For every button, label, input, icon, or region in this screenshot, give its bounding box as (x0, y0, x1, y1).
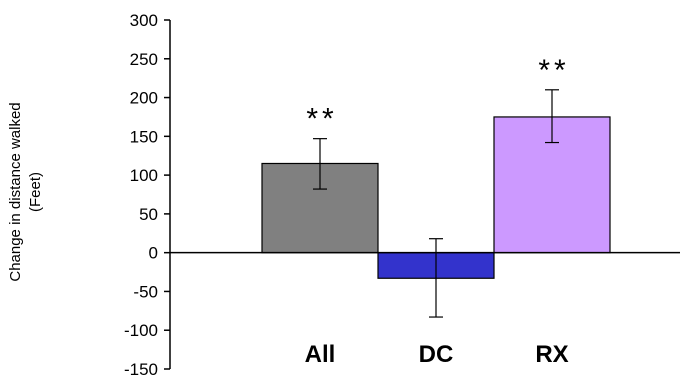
category-label-rx: RX (535, 341, 568, 368)
y-tick-label: 100 (130, 166, 158, 185)
y-tick-label: 0 (149, 244, 158, 263)
y-axis-label: Change in distance walked (Feet) (7, 102, 44, 281)
significance-markers: ** ** (306, 54, 569, 136)
significance-marker-rx: ** (538, 54, 569, 87)
category-label-dc: DC (419, 341, 454, 368)
y-tick-label: -100 (124, 321, 158, 340)
y-tick-label: 200 (130, 89, 158, 108)
y-tick-label: 300 (130, 11, 158, 30)
category-label-all: All (305, 341, 336, 368)
significance-marker-all: ** (306, 103, 337, 136)
y-tick-label: 50 (139, 205, 158, 224)
category-labels: All DC RX (305, 341, 569, 368)
y-tick-label: -50 (133, 282, 158, 301)
y-tick-label: 250 (130, 50, 158, 69)
y-tick-label: 150 (130, 127, 158, 146)
y-axis-ticks: 300 250 200 150 100 50 0 -50 -100 -150 (124, 11, 170, 379)
y-axis-label-line-2: (Feet) (27, 172, 44, 212)
error-bars (313, 89, 559, 318)
y-axis-label-line-1: Change in distance walked (7, 102, 24, 281)
y-tick-label: -150 (124, 360, 158, 379)
